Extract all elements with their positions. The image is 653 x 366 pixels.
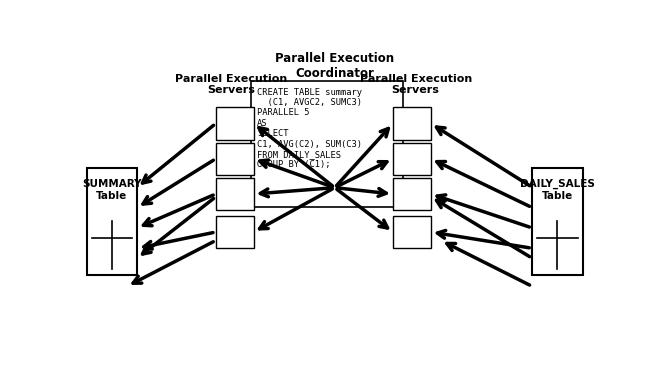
Text: Parallel Execution
Coordinator: Parallel Execution Coordinator (275, 52, 394, 81)
Bar (393, 178, 431, 210)
Bar (215, 107, 254, 140)
Text: CREATE TABLE summary
  (C1, AVGC2, SUMC3)
PARALLEL 5
AS
SELECT
C1, AVG(C2), SUM(: CREATE TABLE summary (C1, AVGC2, SUMC3) … (257, 87, 362, 169)
Bar (87, 168, 137, 275)
Text: Parallel Execution
Servers: Parallel Execution Servers (175, 74, 287, 95)
Bar (532, 168, 582, 275)
Bar (393, 143, 431, 175)
Text: SUMMARY
Table: SUMMARY Table (82, 179, 142, 201)
Bar (251, 81, 403, 208)
Bar (215, 216, 254, 248)
Bar (215, 143, 254, 175)
Text: DAILY_SALES
Table: DAILY_SALES Table (520, 179, 595, 201)
Bar (215, 178, 254, 210)
Bar (393, 107, 431, 140)
Text: Parallel Execution
Servers: Parallel Execution Servers (360, 74, 471, 95)
Bar (393, 216, 431, 248)
